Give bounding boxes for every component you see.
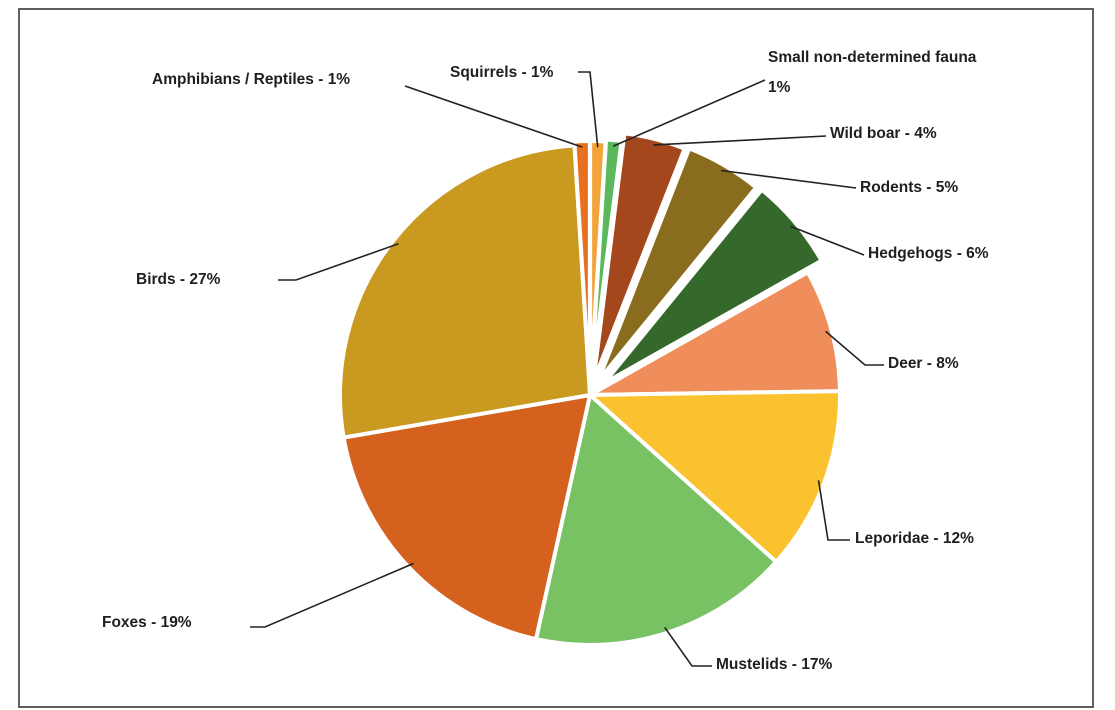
label-small-fauna-line1: Small non-determined fauna [768,49,977,66]
pie-slice-leporidae [584,389,842,565]
pie-slice-amphibians-reptiles [572,139,592,392]
chart-frame: Amphibians / Reptiles - 1% Squirrels - 1… [18,8,1094,708]
leader-line-rodents [721,169,857,189]
leader-line-mustelids [664,626,712,667]
label-squirrels: Squirrels - 1% [450,64,554,81]
pie-slice-rodents [596,145,759,383]
pie-slice-birds [338,143,593,440]
leader-line-amphibians-reptiles [404,85,583,148]
leader-line-deer [825,330,884,366]
label-rodents: Rodents - 5% [860,179,958,196]
pie-slice-hedgehogs [602,186,825,386]
leader-line-hedgehogs [790,225,865,256]
pie-slice-mustelids [533,391,779,647]
leader-line-leporidae [817,480,850,541]
label-amphibians-reptiles: Amphibians / Reptiles - 1% [152,71,350,88]
label-mustelids: Mustelids - 17% [716,656,832,673]
leader-lines [250,71,884,667]
pie-slice-deer [589,269,843,397]
label-birds: Birds - 27% [136,271,221,288]
label-deer: Deer - 8% [888,355,959,372]
leader-line-foxes [250,562,414,628]
label-hedgehogs: Hedgehogs - 6% [868,245,989,262]
pie-chart: Amphibians / Reptiles - 1% Squirrels - 1… [102,49,989,673]
label-foxes: Foxes - 19% [102,614,192,631]
leader-line-small-non-determined-fauna [612,79,766,147]
leader-line-birds [278,242,399,281]
label-wild-boar: Wild boar - 4% [830,125,937,142]
label-leporidae: Leporidae - 12% [855,530,974,547]
leader-line-squirrels [578,71,599,148]
leader-line-wild-boar [653,135,827,146]
label-small-fauna-line2: 1% [768,79,791,96]
pie-slice-foxes [341,392,593,642]
pie-slice-wild-boar [591,131,688,383]
pie-slices [338,131,843,647]
